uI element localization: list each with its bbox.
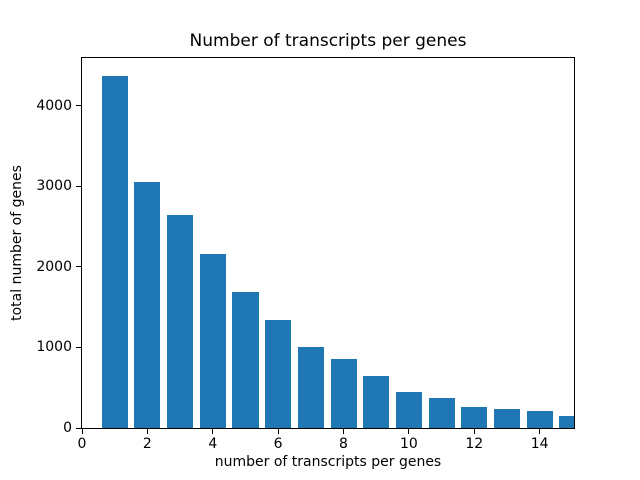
bar-x7 bbox=[297, 346, 324, 428]
x-tick-mark bbox=[146, 429, 148, 434]
bar-x9 bbox=[363, 376, 390, 428]
x-tick-mark bbox=[408, 429, 410, 434]
y-tick-label: 0 bbox=[63, 420, 72, 436]
y-tick-mark bbox=[76, 427, 81, 429]
bar-x8 bbox=[330, 358, 357, 428]
y-tick-mark bbox=[76, 185, 81, 187]
bar-x15 bbox=[559, 415, 574, 428]
y-tick-mark bbox=[76, 346, 81, 348]
y-tick-label: 4000 bbox=[36, 97, 72, 114]
bar-x6 bbox=[265, 319, 292, 428]
x-tick-label: 6 bbox=[273, 436, 283, 452]
bar-x1 bbox=[101, 76, 128, 428]
y-tick-mark bbox=[76, 266, 81, 268]
bars-container bbox=[82, 58, 574, 428]
x-tick-label: 8 bbox=[339, 436, 348, 452]
y-tick-mark bbox=[76, 105, 81, 107]
bar-x5 bbox=[232, 291, 259, 428]
y-tick-label: 1000 bbox=[36, 339, 72, 356]
bar-x2 bbox=[134, 181, 161, 428]
plot-area bbox=[81, 57, 575, 429]
bar-x3 bbox=[167, 214, 194, 428]
y-tick-label: 2000 bbox=[36, 258, 72, 275]
x-tick-label: 4 bbox=[208, 436, 218, 452]
x-tick-mark bbox=[81, 429, 83, 434]
x-axis-label: number of transcripts per genes bbox=[214, 454, 442, 470]
bar-x4 bbox=[199, 253, 226, 428]
x-tick-mark bbox=[473, 429, 475, 434]
x-tick-label: 12 bbox=[465, 436, 484, 452]
x-tick-mark bbox=[343, 429, 344, 434]
x-tick-mark bbox=[539, 429, 541, 434]
x-tick-mark bbox=[212, 429, 214, 434]
chart-title: Number of transcripts per genes bbox=[189, 31, 467, 51]
x-tick-label: 0 bbox=[77, 436, 87, 452]
bar-x14 bbox=[526, 410, 553, 428]
bar-x11 bbox=[428, 398, 455, 428]
y-tick-label: 3000 bbox=[36, 178, 72, 195]
x-tick-mark bbox=[277, 429, 279, 434]
bar-x10 bbox=[395, 392, 422, 428]
bar-x12 bbox=[461, 407, 488, 428]
bar-x13 bbox=[493, 408, 521, 428]
x-tick-label: 10 bbox=[399, 436, 418, 452]
x-tick-label: 14 bbox=[530, 436, 549, 452]
x-tick-label: 2 bbox=[142, 436, 152, 452]
